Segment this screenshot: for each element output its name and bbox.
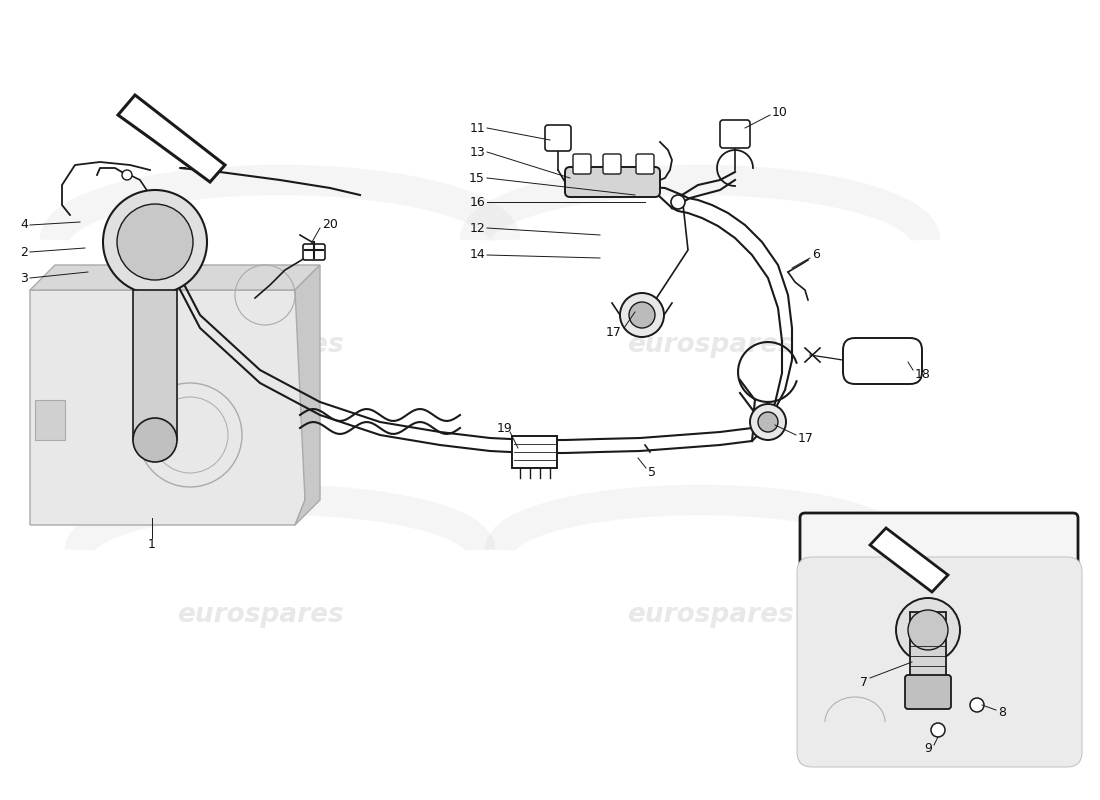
Text: eurospares: eurospares xyxy=(627,332,793,358)
FancyBboxPatch shape xyxy=(573,154,591,174)
FancyBboxPatch shape xyxy=(843,338,922,384)
Bar xyxy=(133,290,177,440)
Circle shape xyxy=(908,610,948,650)
Polygon shape xyxy=(118,95,226,182)
FancyBboxPatch shape xyxy=(544,125,571,151)
Circle shape xyxy=(671,195,685,209)
Text: 19: 19 xyxy=(496,422,512,434)
Text: 1: 1 xyxy=(148,538,156,551)
Bar xyxy=(35,400,65,440)
Text: 13: 13 xyxy=(470,146,485,158)
Text: 10: 10 xyxy=(772,106,788,118)
Text: 14: 14 xyxy=(470,249,485,262)
FancyBboxPatch shape xyxy=(512,436,557,468)
Circle shape xyxy=(896,598,960,662)
Circle shape xyxy=(122,170,132,180)
FancyBboxPatch shape xyxy=(905,675,952,709)
Circle shape xyxy=(133,418,177,462)
Circle shape xyxy=(750,404,786,440)
Text: 11: 11 xyxy=(470,122,485,134)
Polygon shape xyxy=(30,265,320,290)
FancyBboxPatch shape xyxy=(603,154,622,174)
Text: eurospares: eurospares xyxy=(627,602,793,628)
Text: 17: 17 xyxy=(798,431,814,445)
Text: 3: 3 xyxy=(20,271,28,285)
Text: 17: 17 xyxy=(606,326,621,338)
Polygon shape xyxy=(295,265,320,525)
FancyBboxPatch shape xyxy=(565,167,660,197)
Circle shape xyxy=(620,293,664,337)
FancyBboxPatch shape xyxy=(302,244,324,260)
Text: 6: 6 xyxy=(812,249,820,262)
Polygon shape xyxy=(30,290,305,525)
FancyBboxPatch shape xyxy=(800,513,1078,763)
Text: 20: 20 xyxy=(322,218,338,231)
Circle shape xyxy=(970,698,985,712)
Text: 4: 4 xyxy=(20,218,28,231)
Text: 15: 15 xyxy=(469,171,485,185)
Circle shape xyxy=(629,302,654,328)
Text: 18: 18 xyxy=(915,369,931,382)
Circle shape xyxy=(117,204,192,280)
Text: 12: 12 xyxy=(470,222,485,234)
Text: eurospares: eurospares xyxy=(177,602,343,628)
Bar xyxy=(910,612,946,680)
Circle shape xyxy=(931,723,945,737)
Text: 9: 9 xyxy=(924,742,932,754)
Text: 7: 7 xyxy=(860,675,868,689)
Text: eurospares: eurospares xyxy=(177,332,343,358)
Text: 16: 16 xyxy=(470,195,485,209)
FancyBboxPatch shape xyxy=(720,120,750,148)
Circle shape xyxy=(758,412,778,432)
Circle shape xyxy=(103,190,207,294)
FancyBboxPatch shape xyxy=(798,557,1082,767)
Text: 2: 2 xyxy=(20,246,28,258)
FancyBboxPatch shape xyxy=(636,154,654,174)
Text: 5: 5 xyxy=(648,466,656,478)
Text: 8: 8 xyxy=(998,706,1006,718)
Polygon shape xyxy=(870,528,948,592)
